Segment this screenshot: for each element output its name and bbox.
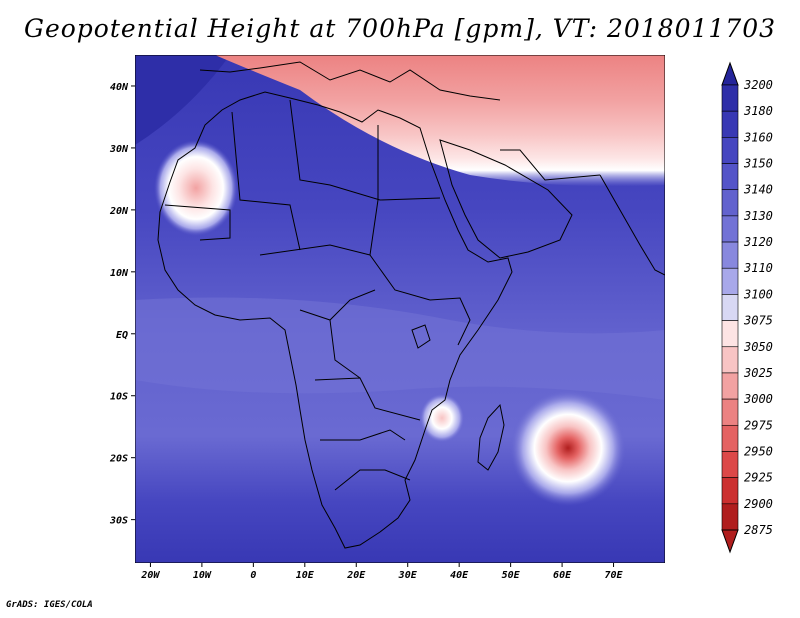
border-4 xyxy=(164,204,231,241)
x-tick-label: 40E xyxy=(450,570,469,581)
colorbar-swatch xyxy=(721,372,739,400)
colorbar-label: 3075 xyxy=(743,314,773,328)
border-6 xyxy=(299,289,376,321)
colorbar-label: 3200 xyxy=(743,78,773,92)
colorbar-swatch xyxy=(721,477,739,505)
border-12 xyxy=(500,149,601,181)
colorbar-swatch xyxy=(721,398,739,426)
border-10 xyxy=(429,297,471,346)
colorbar-label: 2925 xyxy=(744,471,773,485)
field-west-high xyxy=(135,55,230,145)
field-cyclone-low xyxy=(510,390,626,506)
colorbar-label: 3120 xyxy=(743,235,773,249)
y-tick-label: 10N xyxy=(110,268,129,279)
colorbar-label: 3100 xyxy=(743,287,773,301)
arabian-peninsula xyxy=(439,139,573,259)
colorbar-label: 3000 xyxy=(743,392,773,406)
colorbar: 3200 3180 3160 3150 3140 3130 3120 3110 3100 3075… xyxy=(721,61,773,554)
x-axis-ticks: 20W 10W 0 10E 20E 30E 40E 50E 60E 70E xyxy=(140,563,624,581)
border-7 xyxy=(314,377,421,421)
border-1 xyxy=(231,111,301,251)
colorbar-swatch xyxy=(721,294,739,321)
y-axis-ticks: 40N 30N 20N 10N EQ 10S 20S 30S xyxy=(109,82,135,527)
field-mozambique-low xyxy=(420,394,464,442)
colorbar-label: 3050 xyxy=(743,340,773,354)
x-tick-label: 70E xyxy=(605,570,624,581)
x-tick-label: 10E xyxy=(296,570,315,581)
colorbar-swatch xyxy=(721,163,739,191)
y-tick-label: 10S xyxy=(110,392,128,403)
colorbar-label: 2975 xyxy=(744,418,773,432)
border-11 xyxy=(329,319,361,379)
colorbar-label: 3130 xyxy=(743,209,773,223)
colorbar-swatch xyxy=(721,215,739,243)
colorbar-top-extend xyxy=(721,61,739,86)
colorbar-label: 2875 xyxy=(744,523,773,537)
y-tick-label: EQ xyxy=(116,330,128,341)
colorbar-label: 3160 xyxy=(743,130,773,144)
border-2 xyxy=(289,99,441,201)
y-tick-label: 20S xyxy=(109,454,128,465)
x-tick-label: 60E xyxy=(553,570,572,581)
colorbar-label: 2950 xyxy=(744,444,773,458)
field-saharan-low xyxy=(154,140,238,236)
colorbar-swatch xyxy=(721,320,739,348)
colorbar-bottom-extend xyxy=(721,529,739,554)
x-tick-label: 0 xyxy=(250,570,256,581)
colorbar-swatch xyxy=(721,346,739,374)
colorbar-label: 3110 xyxy=(743,261,773,275)
field-tropical-band xyxy=(135,297,665,400)
colorbar-swatch xyxy=(721,503,739,531)
colorbar-label: 3180 xyxy=(743,104,773,118)
field-north-trough xyxy=(215,55,665,187)
africa-coastline xyxy=(157,91,513,549)
colorbar-swatch xyxy=(721,84,739,112)
coastlines-and-borders xyxy=(157,61,665,549)
y-tick-label: 40N xyxy=(110,82,129,93)
colorbar-swatch xyxy=(721,241,739,269)
colorbar-swatch xyxy=(721,424,739,452)
lake-victoria xyxy=(411,324,431,349)
border-9 xyxy=(334,469,411,491)
x-tick-label: 50E xyxy=(502,570,521,581)
colorbar-swatch xyxy=(721,189,739,217)
x-tick-label: 30E xyxy=(398,570,418,581)
colorbar-label: 2900 xyxy=(744,497,773,511)
border-8 xyxy=(320,429,406,441)
colorbar-label: 3025 xyxy=(743,366,773,380)
x-tick-label: 20W xyxy=(140,570,160,581)
map-title: Geopotential Height at 700hPa [gpm], VT:… xyxy=(23,14,777,43)
colorbar-swatch xyxy=(721,110,739,138)
x-tick-label: 20E xyxy=(346,570,366,581)
x-tick-label: 10W xyxy=(193,570,212,581)
y-tick-label: 30S xyxy=(109,516,128,527)
credit-label: GrADS: IGES/COLA xyxy=(6,600,93,610)
colorbar-swatch xyxy=(721,137,739,164)
india-coast xyxy=(599,174,665,276)
mediterranean-north-shore xyxy=(199,61,501,101)
border-5 xyxy=(259,244,371,256)
colorbar-swatch xyxy=(721,267,739,295)
madagascar xyxy=(477,403,505,471)
y-tick-label: 30N xyxy=(109,144,129,155)
colorbar-label: 3140 xyxy=(743,183,773,197)
y-tick-label: 20N xyxy=(109,206,129,217)
colorbar-swatch xyxy=(721,451,739,478)
map-plot-area xyxy=(135,55,665,563)
colorbar-label: 3150 xyxy=(743,157,773,171)
